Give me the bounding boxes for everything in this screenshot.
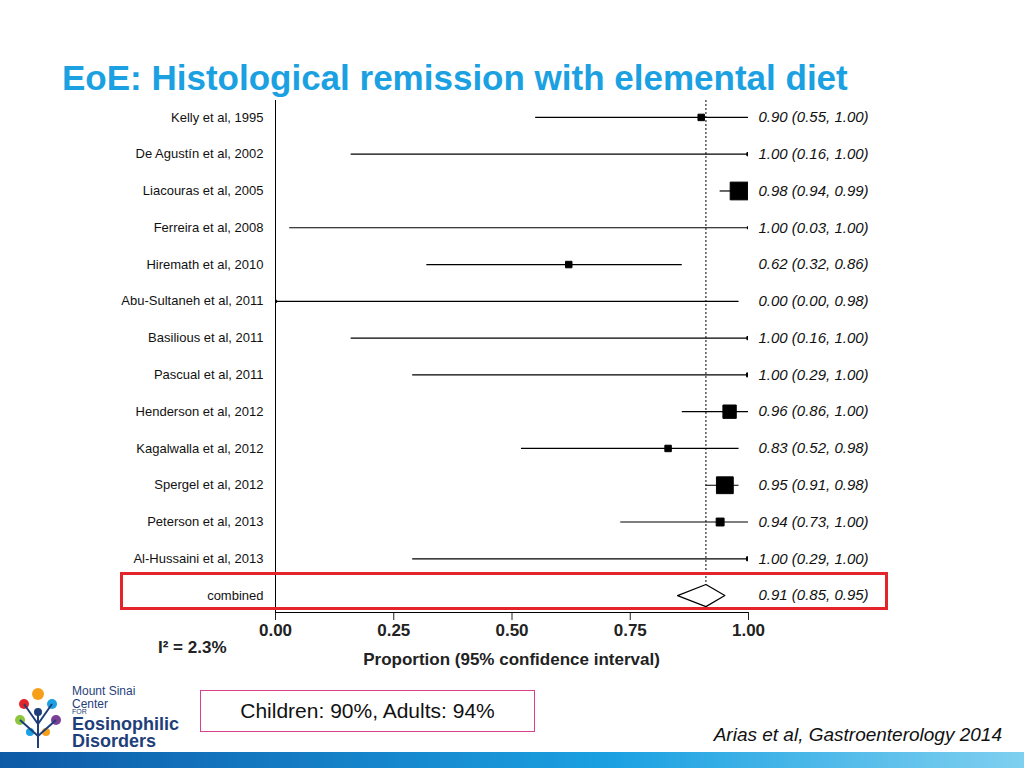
svg-text:0.75: 0.75 xyxy=(614,621,647,640)
svg-text:Ferreira et al, 2008: Ferreira et al, 2008 xyxy=(154,220,264,235)
svg-text:1.00 (0.16, 1.00): 1.00 (0.16, 1.00) xyxy=(759,145,869,162)
svg-text:1.00 (0.16, 1.00): 1.00 (0.16, 1.00) xyxy=(759,329,869,346)
html-text:EoE: Histological remission wi: EoE: Histological remission with element… xyxy=(62,58,848,97)
html-text:I² = 2.3%: I² = 2.3% xyxy=(158,638,227,657)
html-text:Children: 90%, Adults: 94%: Children: 90%, Adults: 94% xyxy=(240,699,495,722)
html-text:Eosinophilic: Eosinophilic xyxy=(72,714,179,734)
html-text:Arias et al, Gastroenterology: Arias et al, Gastroenterology 2014 xyxy=(713,724,1002,745)
svg-text:0.00: 0.00 xyxy=(259,621,292,640)
svg-text:0.98 (0.94, 0.99): 0.98 (0.94, 0.99) xyxy=(759,182,869,199)
svg-text:0.83 (0.52, 0.98): 0.83 (0.52, 0.98) xyxy=(759,439,869,456)
html-text:Mount Sinai: Mount Sinai xyxy=(72,684,136,698)
svg-text:1.00 (0.29, 1.00): 1.00 (0.29, 1.00) xyxy=(759,550,869,567)
svg-text:0.94 (0.73, 1.00): 0.94 (0.73, 1.00) xyxy=(759,513,869,530)
svg-text:Kelly et al, 1995: Kelly et al, 1995 xyxy=(171,110,264,125)
svg-text:Al-Hussaini et al, 2013: Al-Hussaini et al, 2013 xyxy=(133,551,263,566)
svg-text:0.90 (0.55, 1.00): 0.90 (0.55, 1.00) xyxy=(759,108,869,125)
svg-text:Kagalwalla et al, 2012: Kagalwalla et al, 2012 xyxy=(136,441,263,456)
svg-text:0.95 (0.91, 0.98): 0.95 (0.91, 0.98) xyxy=(759,476,869,493)
svg-text:Pascual et al, 2011: Pascual et al, 2011 xyxy=(154,367,264,382)
svg-text:combined: combined xyxy=(207,588,263,603)
svg-text:0.62 (0.32, 0.86): 0.62 (0.32, 0.86) xyxy=(759,255,869,272)
html-text:Proportion (95% confidence int: Proportion (95% confidence interval) xyxy=(363,650,660,669)
svg-text:1.00: 1.00 xyxy=(732,621,765,640)
svg-text:Basilious et al, 2011: Basilious et al, 2011 xyxy=(148,330,263,345)
svg-text:Liacouras et al, 2005: Liacouras et al, 2005 xyxy=(143,183,264,198)
svg-text:De Agustín et al, 2002: De Agustín et al, 2002 xyxy=(136,146,264,161)
svg-text:0.96 (0.86, 1.00): 0.96 (0.86, 1.00) xyxy=(759,402,869,419)
svg-text:Peterson et al, 2013: Peterson et al, 2013 xyxy=(147,514,263,529)
svg-text:Spergel et al, 2012: Spergel et al, 2012 xyxy=(154,477,263,492)
svg-text:0.50: 0.50 xyxy=(495,621,528,640)
html-text:FOR: FOR xyxy=(72,708,87,715)
svg-text:0.25: 0.25 xyxy=(377,621,410,640)
svg-text:1.00 (0.03, 1.00): 1.00 (0.03, 1.00) xyxy=(759,219,869,236)
svg-text:Hiremath et al, 2010: Hiremath et al, 2010 xyxy=(146,257,263,272)
svg-text:Henderson et al, 2012: Henderson et al, 2012 xyxy=(136,404,264,419)
svg-text:0.00 (0.00, 0.98): 0.00 (0.00, 0.98) xyxy=(759,292,869,309)
svg-text:1.00 (0.29, 1.00): 1.00 (0.29, 1.00) xyxy=(759,366,869,383)
svg-text:Abu-Sultaneh et al, 2011: Abu-Sultaneh et al, 2011 xyxy=(121,293,263,308)
html-text:Disorders: Disorders xyxy=(72,731,156,751)
svg-text:0.91 (0.85, 0.95): 0.91 (0.85, 0.95) xyxy=(759,586,869,603)
html-text:Center: Center xyxy=(72,697,108,711)
